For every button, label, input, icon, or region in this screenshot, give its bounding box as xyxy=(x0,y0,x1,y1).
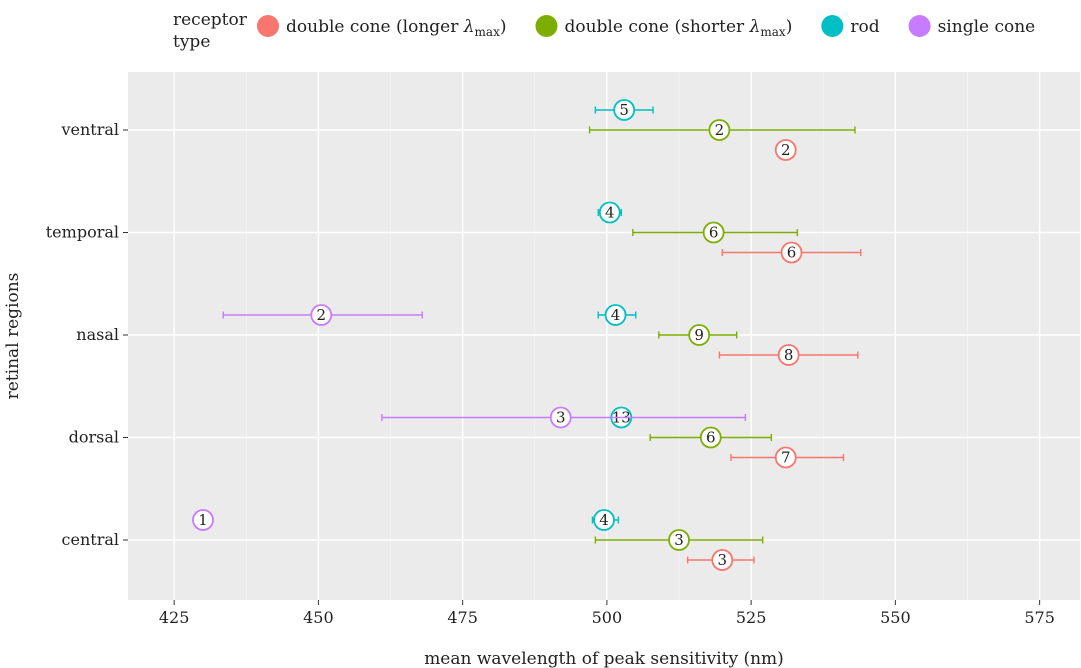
legend-item-single: single cone xyxy=(908,15,1036,37)
data-point xyxy=(613,99,636,121)
sample-size-label: 8 xyxy=(784,346,794,364)
sample-size-label: 3 xyxy=(718,551,728,569)
series-dcl: 2 6 8 7 3 xyxy=(686,139,862,571)
legend-key xyxy=(257,15,279,37)
data-point xyxy=(708,119,731,141)
legend-label: double cone (longer λmax) xyxy=(286,17,506,39)
sample-size-label: 2 xyxy=(715,121,725,139)
sample-size-label: 6 xyxy=(706,429,716,447)
data-point xyxy=(593,509,615,531)
legend: receptor type double cone (longer λmax) d… xyxy=(173,10,1035,52)
legend-key xyxy=(535,15,558,37)
sample-size-label: 6 xyxy=(787,244,797,262)
x-tick-label: 575 xyxy=(1024,608,1055,627)
y-tick-label: ventral xyxy=(60,120,119,139)
sample-size-label: 9 xyxy=(694,326,704,344)
legend-title-line2: type xyxy=(173,32,210,52)
data-point xyxy=(688,324,711,346)
y-axis-title: retinal regions xyxy=(3,273,23,400)
data-point xyxy=(711,549,734,571)
x-tick-label: 475 xyxy=(447,608,478,627)
data-point xyxy=(598,201,621,224)
sample-size-label: 2 xyxy=(317,306,327,324)
x-tick-label: 525 xyxy=(736,608,767,627)
sample-size-label: 4 xyxy=(605,204,615,222)
sample-size-label: 4 xyxy=(599,511,609,529)
x-tick-label: 425 xyxy=(159,608,190,627)
data-point xyxy=(777,344,800,366)
data-point xyxy=(702,221,725,244)
sample-size-label: 4 xyxy=(611,306,621,324)
y-tick-label: temporal xyxy=(46,223,119,242)
legend-key xyxy=(908,15,931,37)
legend-label: rod xyxy=(850,17,879,37)
legend-label: double cone (shorter λmax) xyxy=(564,17,792,39)
legend-label: single cone xyxy=(938,17,1036,37)
y-tick-label: dorsal xyxy=(69,428,119,447)
data-point xyxy=(780,241,803,264)
sample-size-label: 7 xyxy=(781,449,791,467)
sample-size-label: 5 xyxy=(619,101,629,119)
legend-item-dcl: double cone (longer λmax) xyxy=(257,15,506,39)
y-tick-label: central xyxy=(62,530,119,549)
legend-title-line1: receptor xyxy=(173,10,248,30)
x-axis-title: mean wavelength of peak sensitivity (nm) xyxy=(424,649,784,668)
x-tick-label: 450 xyxy=(303,608,334,627)
data-point xyxy=(699,426,722,449)
legend-item-rod: rod xyxy=(821,15,880,37)
y-tick-label: nasal xyxy=(76,325,119,344)
legend-item-dcs: double cone (shorter λmax) xyxy=(535,15,792,39)
x-tick-label: 500 xyxy=(592,608,623,627)
data-point xyxy=(192,509,214,531)
sample-size-label: 3 xyxy=(674,531,684,549)
y-axis: ventral temporal nasal dorsal central xyxy=(46,120,128,549)
legend-key xyxy=(821,15,844,37)
x-tick-label: 550 xyxy=(880,608,911,627)
sample-size-label: 1 xyxy=(198,511,208,529)
series-dcs: 2 6 9 6 3 xyxy=(588,119,856,551)
data-point xyxy=(668,529,690,551)
series-single: 2 3 1 xyxy=(192,304,747,531)
data-point xyxy=(774,139,797,161)
data-point xyxy=(310,304,333,326)
x-axis: 425 450 475 500 525 550 575 xyxy=(159,600,1055,627)
data-point xyxy=(774,446,797,469)
data-point xyxy=(604,304,627,326)
sample-size-label: 6 xyxy=(709,224,719,242)
sample-size-label: 2 xyxy=(781,141,791,159)
data-point xyxy=(549,406,572,429)
sample-size-label: 3 xyxy=(556,409,566,427)
